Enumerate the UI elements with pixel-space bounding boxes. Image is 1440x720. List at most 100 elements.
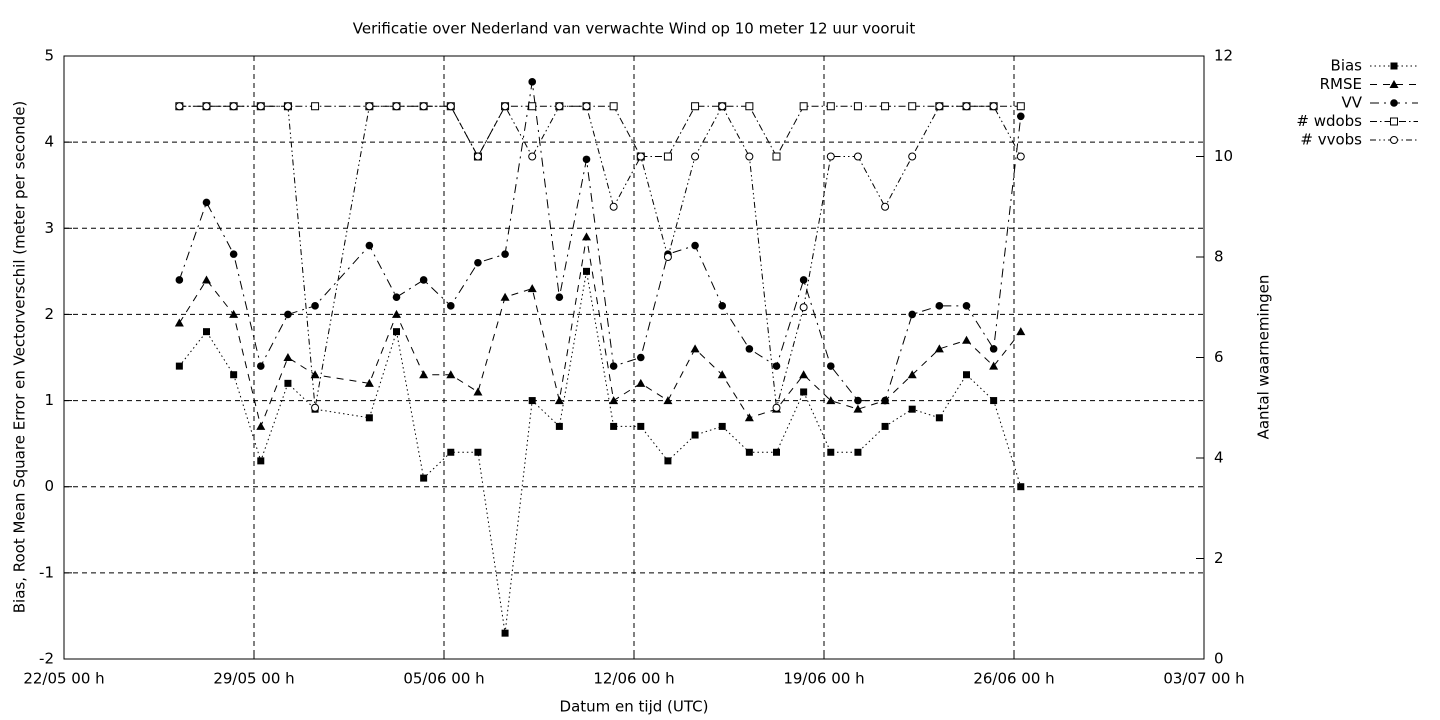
point xyxy=(718,302,727,310)
legend-label: RMSE xyxy=(1320,75,1362,93)
point xyxy=(691,102,700,111)
point xyxy=(935,414,943,422)
point xyxy=(663,253,672,261)
legend-label: Bias xyxy=(1331,57,1363,75)
plot-frame xyxy=(63,55,1205,660)
point xyxy=(500,292,510,301)
point xyxy=(284,310,292,319)
point xyxy=(989,102,998,111)
point xyxy=(745,152,754,161)
point xyxy=(501,629,509,637)
point xyxy=(935,102,944,111)
point xyxy=(636,353,645,362)
x-tick-label: 12/06 00 h xyxy=(593,670,674,688)
point xyxy=(799,102,808,111)
y2-tick-label: 2 xyxy=(1214,549,1224,567)
point xyxy=(311,302,319,310)
point xyxy=(799,276,808,284)
point xyxy=(175,276,184,284)
point xyxy=(854,396,862,405)
point xyxy=(284,379,292,387)
point xyxy=(664,457,672,465)
point xyxy=(853,102,862,111)
point xyxy=(202,102,211,111)
y2-tick-label: 10 xyxy=(1214,147,1233,165)
point xyxy=(636,378,646,387)
x-tick-label: 05/06 00 h xyxy=(403,670,484,688)
point xyxy=(907,370,917,379)
legend-label: # vvobs xyxy=(1300,131,1362,149)
y2-tick-label: 12 xyxy=(1214,47,1233,65)
point xyxy=(203,328,210,336)
point xyxy=(609,362,618,370)
point xyxy=(800,388,808,396)
point xyxy=(174,318,184,327)
point xyxy=(230,371,238,379)
y-tick-label: 0 xyxy=(44,477,54,495)
y-tick-label: 5 xyxy=(44,47,54,65)
point xyxy=(473,387,483,396)
point xyxy=(365,102,374,111)
point xyxy=(419,102,428,111)
point xyxy=(962,302,971,310)
point xyxy=(257,457,265,465)
point xyxy=(446,302,455,310)
y-tick-label: 1 xyxy=(44,391,54,409)
x-tick-label: 19/06 00 h xyxy=(783,670,864,688)
y2-tick-label: 4 xyxy=(1214,449,1224,467)
point xyxy=(908,405,916,413)
point xyxy=(528,102,537,111)
point xyxy=(392,309,401,318)
point xyxy=(663,396,673,405)
point xyxy=(826,152,835,161)
point xyxy=(229,309,239,318)
legend-marker xyxy=(1390,117,1398,126)
point xyxy=(202,275,211,284)
y-tick-label: 3 xyxy=(44,219,54,237)
point xyxy=(963,371,970,379)
point xyxy=(393,328,400,336)
point xyxy=(283,102,292,111)
x-axis-title: Datum en tijd (UTC) xyxy=(560,698,709,716)
point xyxy=(256,102,265,111)
point xyxy=(175,362,183,370)
point xyxy=(637,422,645,430)
legend-marker xyxy=(1390,62,1398,70)
point xyxy=(989,345,998,353)
point xyxy=(853,152,862,161)
point xyxy=(1016,327,1026,336)
point xyxy=(202,198,211,207)
legend-marker xyxy=(1389,80,1399,88)
point xyxy=(827,448,835,456)
point xyxy=(854,448,862,456)
point xyxy=(609,102,618,111)
point xyxy=(392,293,401,302)
point xyxy=(908,310,917,319)
x-tick-label: 26/06 00 h xyxy=(973,670,1054,688)
point xyxy=(691,431,699,439)
y-tick-label: 2 xyxy=(44,305,54,323)
y-tick-label: -2 xyxy=(39,650,54,668)
point xyxy=(881,102,890,111)
point xyxy=(773,448,780,456)
point xyxy=(691,152,700,161)
legend-label: VV xyxy=(1341,94,1362,112)
point xyxy=(610,422,618,430)
y-tick-label: 4 xyxy=(44,133,54,151)
legend-marker xyxy=(1390,99,1398,107)
point xyxy=(392,102,401,111)
point xyxy=(718,422,726,430)
point xyxy=(636,152,645,161)
point xyxy=(691,241,699,250)
point xyxy=(935,302,944,310)
x-tick-label: 22/05 00 h xyxy=(23,670,104,688)
point xyxy=(364,378,374,387)
point xyxy=(501,102,510,111)
point xyxy=(962,335,971,344)
point xyxy=(881,422,889,430)
point xyxy=(311,102,320,111)
point xyxy=(663,152,672,161)
point xyxy=(474,448,482,456)
